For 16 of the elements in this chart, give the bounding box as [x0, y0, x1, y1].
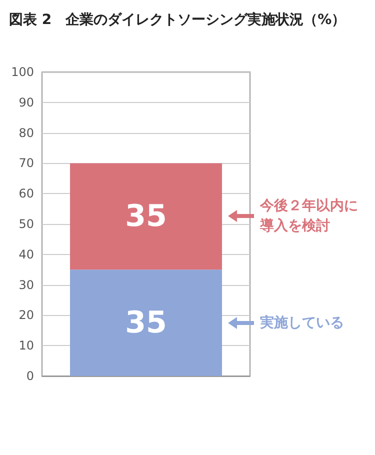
- y-tick-label: 80: [18, 126, 34, 140]
- y-tick-label: 10: [18, 338, 34, 353]
- y-tick-label: 50: [18, 217, 34, 231]
- y-tick-label: 40: [18, 247, 34, 262]
- data-label: 35: [125, 305, 167, 340]
- legend-label: 今後２年以内に導入を検討: [260, 197, 359, 236]
- y-tick-label: 100: [11, 65, 34, 79]
- y-tick-label: 90: [18, 95, 34, 110]
- y-tick-label: 20: [18, 308, 34, 322]
- chart-title: 図表 2 企業のダイレクトソーシング実施状況（%）: [9, 11, 346, 28]
- y-tick-label: 0: [26, 369, 34, 383]
- y-tick-label: 70: [18, 156, 34, 170]
- data-label: 35: [125, 198, 167, 234]
- legend-label: 実施している: [260, 314, 345, 333]
- y-tick-label: 30: [18, 278, 34, 292]
- y-tick-label: 60: [18, 186, 34, 201]
